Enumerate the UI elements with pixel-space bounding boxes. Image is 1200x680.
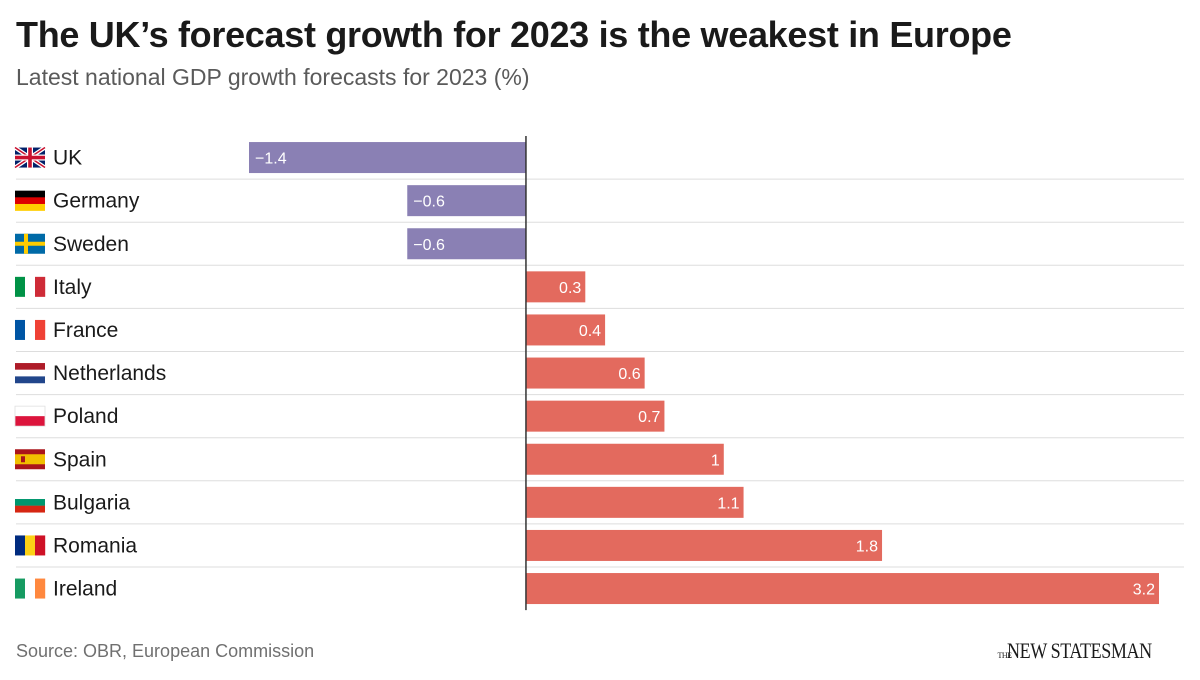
bar [525, 529, 883, 561]
data-label: 1.1 [717, 495, 739, 512]
data-label: 0.4 [579, 323, 601, 340]
category-label: Spain [53, 448, 107, 471]
category-label: Germany [53, 190, 140, 213]
germany-flag [15, 190, 45, 211]
data-label: −0.6 [413, 237, 445, 254]
bar [407, 185, 526, 217]
data-label: 1.8 [856, 538, 878, 555]
data-label: −1.4 [255, 151, 287, 168]
sweden-flag [15, 233, 45, 254]
data-label: 0.7 [638, 409, 660, 426]
category-label: Bulgaria [53, 491, 130, 514]
bar [525, 271, 586, 303]
italy-flag [15, 276, 46, 297]
category-label: France [53, 319, 118, 342]
chart-subtitle: Latest national GDP growth forecasts for… [16, 64, 530, 90]
bar [525, 443, 724, 475]
category-label: UK [53, 147, 82, 170]
new-statesman-logo: THE NEW STATESMAN [997, 638, 1184, 664]
data-label: −0.6 [413, 194, 445, 211]
data-label: 3.2 [1133, 582, 1155, 599]
bar [525, 314, 606, 346]
bar [525, 357, 645, 389]
data-label: 1 [711, 452, 720, 469]
chart-title: The UK’s forecast growth for 2023 is the… [16, 14, 1012, 55]
poland-flag [14, 405, 46, 427]
category-label: Poland [53, 405, 118, 428]
uk-flag [13, 145, 47, 170]
romania-flag [15, 535, 46, 556]
bar [249, 142, 526, 174]
logo-the: THE [997, 651, 1012, 660]
category-label: Ireland [53, 578, 117, 601]
category-label: Netherlands [53, 362, 166, 385]
bulgaria-flag [15, 492, 45, 513]
bar [525, 400, 665, 432]
bar [525, 486, 744, 518]
bar [407, 228, 526, 260]
source-note: Source: OBR, European Commission [16, 641, 315, 661]
ireland-flag [15, 578, 46, 599]
category-label: Sweden [53, 233, 129, 256]
bar [525, 573, 1159, 605]
category-label: Romania [53, 534, 137, 557]
data-label: 0.3 [559, 280, 581, 297]
spain-flag [15, 449, 45, 470]
netherlands-flag [15, 363, 45, 384]
logo-wordmark: NEW STATESMAN [1007, 638, 1153, 663]
france-flag [15, 319, 46, 340]
data-label: 0.6 [618, 366, 640, 383]
category-label: Italy [53, 276, 92, 299]
